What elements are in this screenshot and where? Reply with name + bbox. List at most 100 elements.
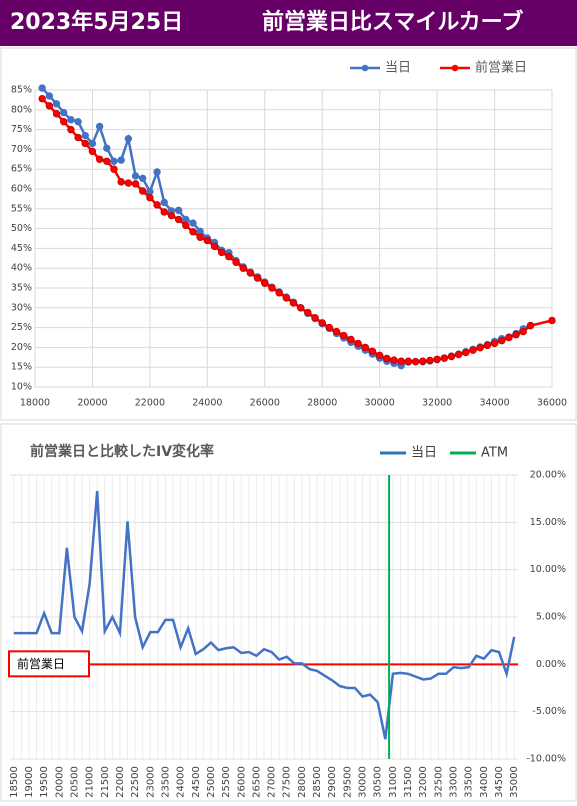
marker (340, 331, 348, 340)
marker (462, 348, 470, 357)
x-tick-label: 36000 (537, 398, 567, 409)
panel (0, 47, 577, 421)
x-tick-label: 33500 (464, 766, 475, 798)
marker (45, 92, 54, 100)
marker (526, 321, 535, 330)
marker (110, 157, 118, 165)
marker (275, 289, 283, 297)
marker (95, 155, 104, 163)
x-tick-label: 34000 (479, 398, 509, 409)
x-tick-label: 19500 (39, 766, 50, 798)
x-tick-label: 23000 (145, 766, 156, 798)
marker (95, 122, 104, 131)
legend-label: 前営業日 (475, 60, 527, 76)
y-tick-label: 65% (11, 164, 32, 175)
marker (81, 131, 89, 140)
marker (117, 178, 125, 186)
marker (217, 248, 226, 257)
x-tick-label: 31000 (388, 766, 399, 798)
marker (476, 344, 484, 352)
legend-label: 当日 (411, 446, 437, 461)
y-tick-label: 25% (11, 322, 32, 333)
x-tick-label: 28500 (312, 766, 323, 798)
x-tick-label: 26500 (251, 766, 262, 798)
x-tick-label: 22000 (135, 398, 165, 409)
legend-label: 当日 (385, 61, 411, 76)
x-tick-label: 18500 (9, 766, 20, 798)
marker (354, 339, 362, 348)
header-title: 前営業日比スマイルカーブ (262, 9, 523, 35)
marker (261, 279, 269, 287)
marker (67, 125, 75, 134)
y-tick-label: 40% (11, 263, 32, 274)
marker (52, 100, 61, 108)
marker (45, 102, 54, 110)
reference-box (8, 650, 90, 678)
marker (153, 168, 161, 176)
x-tick-label: 22000 (115, 766, 126, 798)
x-tick-label: 20500 (69, 766, 80, 798)
marker (469, 346, 477, 354)
x-tick-label: 31500 (403, 766, 414, 798)
marker (225, 253, 233, 261)
x-tick-label: 29500 (342, 766, 353, 798)
marker (548, 316, 556, 325)
marker (498, 336, 506, 345)
marker (210, 242, 219, 251)
marker (196, 233, 204, 242)
y-tick-label: 10.00% (530, 564, 566, 575)
marker (139, 187, 147, 195)
marker (139, 174, 147, 183)
x-tick-label: 30000 (365, 398, 395, 409)
marker (490, 339, 499, 348)
x-tick-label: 26000 (250, 398, 280, 409)
y-tick-label: -5.00% (532, 706, 566, 717)
header-date: 2023年5月25日 (10, 9, 183, 35)
x-tick-label: 27500 (282, 766, 293, 798)
marker (88, 139, 97, 148)
x-tick-label: 34000 (479, 766, 490, 798)
marker (203, 236, 212, 245)
chart-title: 前営業日と比較したIV変化率 (30, 443, 214, 460)
x-tick-label: 32000 (418, 766, 429, 798)
marker (519, 327, 527, 336)
marker (411, 357, 420, 366)
marker (512, 331, 520, 339)
marker (60, 117, 68, 126)
marker (246, 269, 255, 277)
marker (282, 294, 291, 302)
y-tick-label: -10.00% (526, 754, 566, 765)
y-tick-label: 15.00% (530, 517, 566, 528)
x-tick-label: 24000 (176, 766, 187, 798)
x-tick-label: 19000 (24, 766, 35, 798)
x-tick-label: 30000 (358, 766, 369, 798)
series-line (13, 490, 516, 740)
marker (131, 180, 140, 188)
reference-label: 前営業日 (17, 656, 65, 671)
marker (146, 194, 154, 202)
y-tick-label: 55% (11, 203, 32, 214)
marker (160, 198, 168, 207)
y-tick-label: 45% (11, 243, 32, 254)
x-tick-label: 33000 (449, 766, 460, 798)
marker (375, 351, 384, 360)
marker (81, 139, 89, 148)
marker (189, 219, 197, 227)
marker (332, 327, 341, 336)
x-tick-label: 28000 (307, 398, 337, 409)
marker (117, 156, 125, 164)
y-tick-label: 70% (11, 144, 32, 155)
marker (131, 172, 140, 180)
x-tick-label: 30500 (373, 766, 384, 798)
legend-marker (451, 64, 459, 72)
marker (447, 352, 456, 361)
x-tick-label: 32500 (433, 766, 444, 798)
y-tick-label: 10% (11, 382, 32, 393)
marker (174, 215, 183, 224)
x-tick-label: 35000 (509, 766, 520, 798)
marker (483, 341, 492, 350)
x-tick-label: 27000 (267, 766, 278, 798)
x-tick-label: 22500 (130, 766, 141, 798)
marker (289, 299, 298, 307)
